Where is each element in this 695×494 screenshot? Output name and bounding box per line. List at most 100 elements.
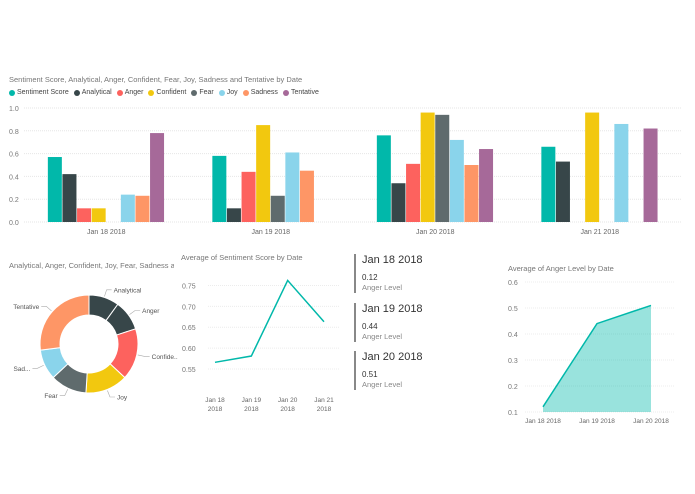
slice-label: Joy <box>117 394 128 401</box>
legend-label: Tentative <box>290 89 319 96</box>
bar-analytical <box>226 208 241 222</box>
card-date: Jan 18 2018 <box>362 254 423 266</box>
area-fill-anger-level <box>543 305 651 412</box>
x-tick-label: Jan 18 <box>205 397 225 404</box>
card-value: 0.12 <box>362 273 378 282</box>
line-chart: 0.55 0.60 0.65 0.70 0.75 Jan 18 2018 Jan 19 2018… <box>182 279 340 413</box>
bar-joy <box>285 152 300 222</box>
bar-joy <box>614 123 629 222</box>
legend-marker <box>218 89 225 96</box>
legend-item-sentiment-score[interactable]: Sentiment Score <box>9 89 69 96</box>
slice-tentative <box>39 294 90 351</box>
bar-joy <box>449 139 464 222</box>
legend-marker <box>9 89 15 96</box>
slice-label: Confide... <box>152 354 178 361</box>
bar-sadness <box>464 165 479 222</box>
x-tick-label: Jan 21 2018 <box>580 229 619 236</box>
x-tick-label-year: 2018 <box>280 406 295 413</box>
bar-chart: 0.0 0.2 0.4 0.6 0.8 1.0 Jan 18 2018 Jan 19 2018… <box>9 106 682 236</box>
y-tick-label: 0.70 <box>182 304 196 311</box>
legend-label: Sadness <box>250 89 278 96</box>
legend-item-analytical[interactable]: Analytical <box>73 89 112 96</box>
legend-marker <box>242 89 249 96</box>
area-chart: 0.1 0.2 0.3 0.4 0.5 0.6 Jan 18 2018 Jan 19 2018… <box>508 280 675 425</box>
card-label: Anger Level <box>362 380 403 389</box>
bar-tentative <box>643 128 658 222</box>
x-tick-label: Jan 21 <box>314 397 334 404</box>
bar-sentiment-score <box>47 157 62 222</box>
y-tick-label: 0.8 <box>9 129 19 136</box>
leader-line <box>32 365 44 369</box>
leader-line <box>137 354 150 357</box>
legend-label: Fear <box>199 89 214 96</box>
legend-item-sadness[interactable]: Sadness <box>242 89 278 96</box>
leader-line <box>59 389 68 396</box>
y-tick-label: 0.6 <box>508 280 518 287</box>
slice-label: Anger <box>142 308 160 315</box>
y-tick-label: 0.2 <box>9 197 19 204</box>
legend-item-tentative[interactable]: Tentative <box>282 89 319 96</box>
bar-sadness <box>135 195 150 222</box>
x-tick-label: Jan 19 2018 <box>251 229 290 236</box>
legend-label: Analytical <box>81 89 112 96</box>
y-tick-label: 0.5 <box>508 306 518 313</box>
bar-anger <box>77 208 92 222</box>
bar-analytical <box>555 161 570 222</box>
bar-fear <box>270 195 285 222</box>
bar-confident <box>256 125 271 222</box>
x-tick-label: Jan 20 <box>278 397 298 404</box>
slice-label: Tentative <box>13 304 39 311</box>
bar-anger <box>406 163 421 222</box>
line-chart-title: Average of Sentiment Score by Date <box>181 253 303 262</box>
bar-confident <box>585 112 600 222</box>
bar-joy <box>120 194 135 222</box>
bar-confident <box>91 208 106 222</box>
area-chart-title: Average of Anger Level by Date <box>508 264 614 273</box>
y-tick-label: 1.0 <box>9 106 19 113</box>
bar-analytical <box>62 174 77 222</box>
card-date: Jan 20 2018 <box>362 351 423 363</box>
y-tick-label: 0.55 <box>182 367 196 374</box>
series-line-anger-level <box>542 304 652 408</box>
slice-label: Analytical <box>114 287 142 294</box>
card-jan-19: Jan 19 2018 0.44 Anger Level <box>354 303 452 342</box>
donut-chart-title: Analytical, Anger, Confident, Joy, Fear,… <box>9 261 174 270</box>
legend-marker <box>191 89 198 96</box>
bar-confident <box>420 112 435 222</box>
x-tick-label: Jan 19 <box>242 397 262 404</box>
y-tick-label: 0.2 <box>508 384 518 391</box>
y-tick-label: 0.60 <box>182 346 196 353</box>
card-jan-20: Jan 20 2018 0.51 Anger Level <box>354 351 452 390</box>
bar-analytical <box>391 183 406 222</box>
bar-chart-title: Sentiment Score, Analytical, Anger, Conf… <box>9 75 303 84</box>
legend-item-anger[interactable]: Anger <box>116 89 143 96</box>
bar-sentiment-score <box>376 135 391 222</box>
legend-item-confident[interactable]: Confident <box>148 89 186 96</box>
x-tick-label-year: 2018 <box>317 406 332 413</box>
bar-sentiment-score <box>212 155 227 222</box>
slice-label: Sad... <box>13 366 30 373</box>
card-date: Jan 19 2018 <box>362 303 423 315</box>
card-value: 0.44 <box>362 322 378 331</box>
y-tick-label: 0.4 <box>9 174 19 181</box>
bar-chart-legend: Sentiment Score Analytical Anger Confident F… <box>9 89 324 96</box>
leader-line <box>129 310 141 315</box>
legend-item-joy[interactable]: Joy <box>218 89 238 96</box>
x-tick-label-year: 2018 <box>208 406 223 413</box>
series-line-sentiment-score <box>214 279 325 364</box>
legend-item-fear[interactable]: Fear <box>191 89 214 96</box>
legend-marker <box>73 89 80 96</box>
y-tick-label: 0.6 <box>9 152 19 159</box>
legend-label: Confident <box>156 89 187 96</box>
x-tick-label: Jan 20 2018 <box>416 229 455 236</box>
bar-tentative <box>479 149 494 222</box>
y-tick-label: 0.65 <box>182 325 196 332</box>
legend-label: Joy <box>226 89 238 96</box>
y-tick-label: 0.0 <box>9 220 19 227</box>
y-tick-label: 0.1 <box>508 410 518 417</box>
card-label: Anger Level <box>362 283 403 292</box>
x-tick-label: Jan 19 2018 <box>579 418 615 425</box>
x-tick-label: Jan 20 2018 <box>633 418 669 425</box>
y-tick-label: 0.3 <box>508 358 518 365</box>
leader-line <box>41 306 52 312</box>
